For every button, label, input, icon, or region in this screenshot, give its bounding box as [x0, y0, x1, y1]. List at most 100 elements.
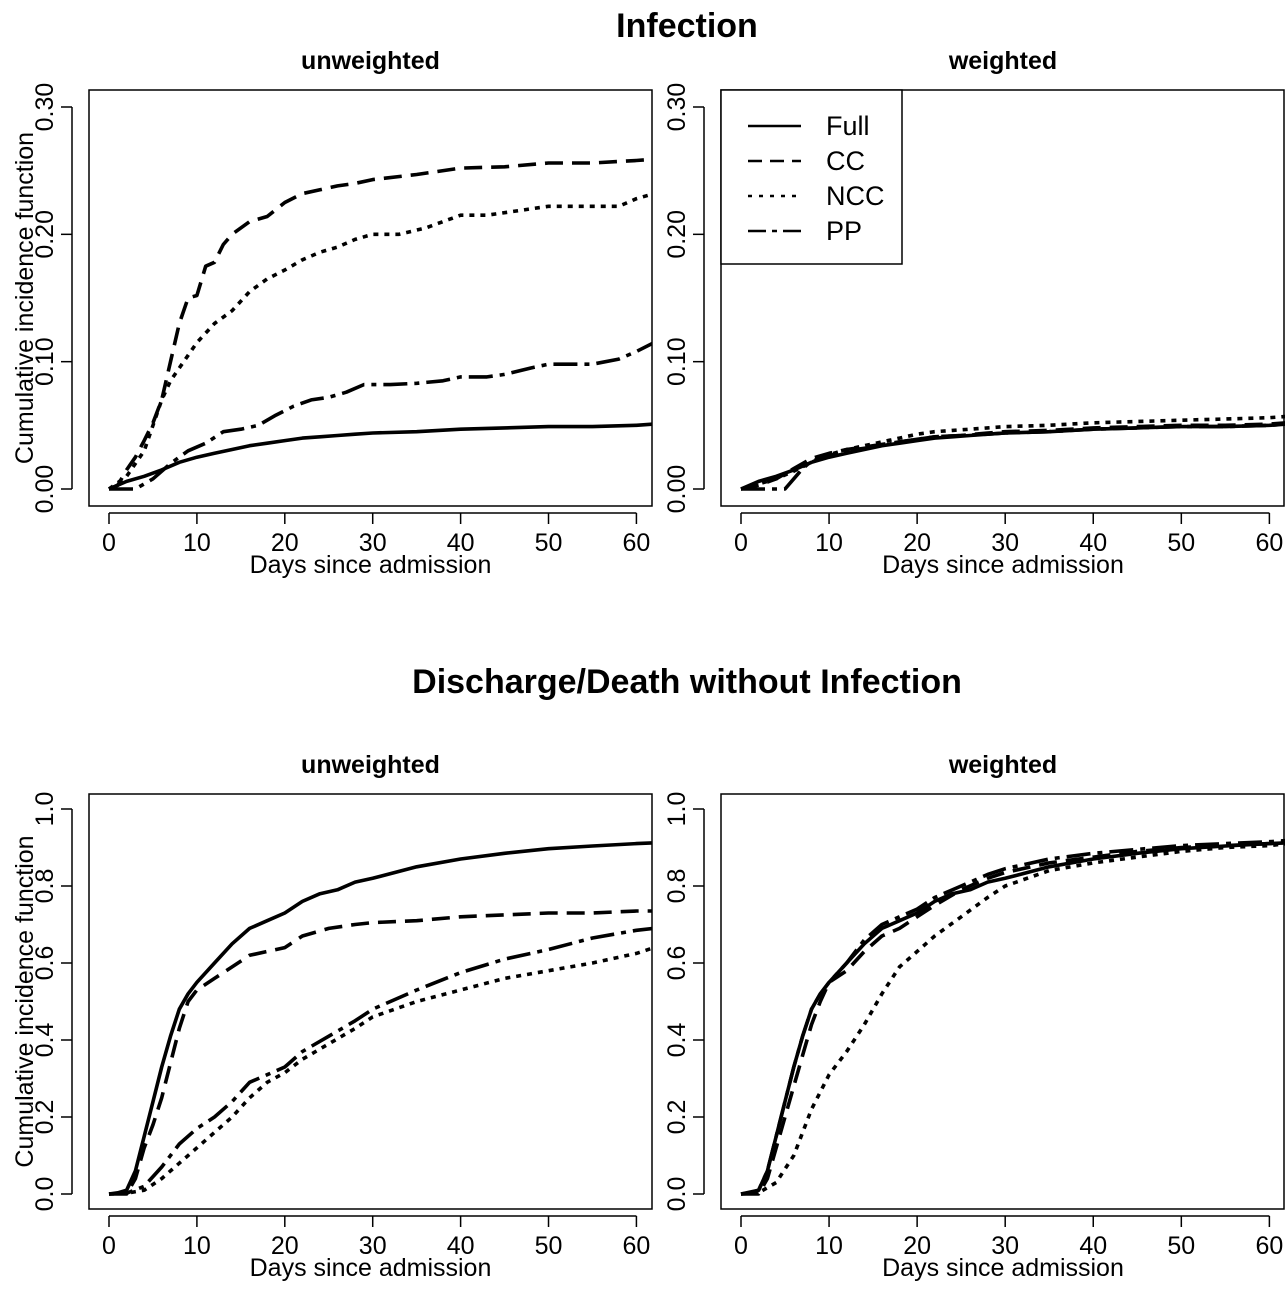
- chart-panel-3: unweighted 0 10 20 30 40 50 60 Days since admiss…: [11, 751, 653, 1282]
- y-tick-label: 0.10: [663, 337, 691, 386]
- x-tick-label: 30: [991, 529, 1019, 557]
- x-tick-label: 40: [447, 1232, 475, 1260]
- y-tick-label: 0.8: [31, 869, 59, 904]
- y-tick-label: 0.2: [663, 1100, 691, 1135]
- y-axis: 0.0 0.2 0.4 0.6 0.8 1.0: [663, 792, 705, 1212]
- x-axis-label: Days since admission: [882, 1254, 1124, 1282]
- series-line-full: [108, 841, 652, 1196]
- x-tick-label: 50: [1167, 529, 1195, 557]
- x-tick-label: 0: [734, 1232, 748, 1260]
- y-tick-label: 0.30: [663, 83, 691, 132]
- series-line-pp: [741, 422, 1285, 491]
- panel-title: weighted: [948, 47, 1057, 75]
- x-tick-label: 50: [1167, 1232, 1195, 1260]
- chart-panel-1: unweighted 0 10 20 30 40 50 60 Days since admiss…: [11, 47, 653, 579]
- panel-title: unweighted: [301, 751, 440, 779]
- legend: Full CC NCC PP: [720, 89, 903, 265]
- x-tick-label: 10: [815, 529, 843, 557]
- x-tick-label: 20: [903, 1232, 931, 1260]
- series-group: [107, 157, 652, 491]
- series-line-cc: [108, 157, 652, 491]
- x-tick-label: 20: [271, 529, 299, 557]
- x-tick-label: 60: [1255, 529, 1283, 557]
- x-tick-label: 0: [102, 529, 116, 557]
- series-line-ncc: [107, 192, 652, 491]
- y-tick-label: 0.30: [31, 83, 59, 132]
- y-tick-label: 0.8: [663, 869, 691, 904]
- legend-label-cc: CC: [826, 146, 865, 176]
- plot-frame: [720, 793, 1285, 1210]
- x-tick-label: 0: [102, 1232, 116, 1260]
- series-line-full: [108, 422, 652, 491]
- x-tick-label: 50: [535, 1232, 563, 1260]
- series-group: [108, 841, 652, 1196]
- figure-title-infection: Infection: [616, 7, 758, 45]
- y-tick-label: 0.20: [663, 210, 691, 259]
- y-tick-label: 0.6: [663, 946, 691, 981]
- panel-title: unweighted: [301, 47, 440, 75]
- legend-box: [720, 89, 903, 265]
- plot-frame: [720, 89, 1285, 507]
- y-tick-label: 0.0: [31, 1177, 59, 1212]
- series-line-ncc: [740, 842, 1285, 1196]
- x-axis: 0 10 20 30 40 50 60 Days since admission: [102, 1215, 651, 1282]
- legend-label-ncc: NCC: [826, 181, 885, 211]
- x-tick-label: 50: [535, 529, 563, 557]
- x-tick-label: 60: [1255, 1232, 1283, 1260]
- plot-frame: [88, 89, 653, 507]
- x-tick-label: 10: [183, 1232, 211, 1260]
- series-line-pp: [109, 341, 652, 491]
- x-tick-label: 10: [183, 529, 211, 557]
- x-axis: 0 10 20 30 40 50 60 Days since admission: [102, 512, 651, 579]
- series-line-cc: [109, 909, 652, 1196]
- panel-title: weighted: [948, 751, 1057, 779]
- y-axis: 0.00 0.10 0.20 0.30: [663, 83, 705, 514]
- series-line-pp: [108, 926, 652, 1196]
- series-line-pp: [740, 838, 1285, 1196]
- y-axis-label: Cumulative incidence function: [11, 132, 39, 464]
- x-tick-label: 40: [447, 529, 475, 557]
- x-tick-label: 60: [623, 1232, 651, 1260]
- x-tick-label: 0: [734, 529, 748, 557]
- y-axis-label: Cumulative incidence function: [11, 835, 39, 1167]
- y-axis: 0.0 0.2 0.4 0.6 0.8 1.0 Cumulative incidence f…: [11, 792, 73, 1212]
- legend-label-full: Full: [826, 111, 870, 141]
- x-tick-label: 30: [359, 1232, 387, 1260]
- y-tick-label: 0.10: [31, 337, 59, 386]
- y-tick-label: 0.00: [663, 465, 691, 514]
- x-axis-label: Days since admission: [250, 1254, 492, 1282]
- x-axis: 0 10 20 30 40 50 60 Days since admission: [734, 1215, 1283, 1282]
- legend-label-pp: PP: [826, 216, 862, 246]
- x-tick-label: 60: [623, 529, 651, 557]
- x-axis-label: Days since admission: [882, 551, 1124, 579]
- x-tick-label: 40: [1079, 529, 1107, 557]
- y-tick-label: 0.4: [663, 1023, 691, 1058]
- x-axis-label: Days since admission: [250, 551, 492, 579]
- plot-frame: [88, 793, 653, 1210]
- series-line-cc: [741, 840, 1285, 1196]
- x-tick-label: 30: [991, 1232, 1019, 1260]
- series-line-ncc: [108, 946, 652, 1196]
- x-tick-label: 10: [815, 1232, 843, 1260]
- series-group: [740, 838, 1285, 1196]
- y-tick-label: 1.0: [31, 792, 59, 827]
- y-tick-label: 0.6: [31, 946, 59, 981]
- y-tick-label: 0.4: [31, 1023, 59, 1058]
- chart-panel-2: weighted 0 10 20 30 40 50 60 Days since admissio…: [663, 47, 1285, 579]
- series-group: [740, 414, 1285, 491]
- x-axis: 0 10 20 30 40 50 60 Days since admission: [734, 512, 1283, 579]
- series-line-full: [740, 841, 1285, 1196]
- x-tick-label: 20: [271, 1232, 299, 1260]
- figure-title-discharge-death: Discharge/Death without Infection: [412, 663, 962, 701]
- x-tick-label: 40: [1079, 1232, 1107, 1260]
- x-tick-label: 30: [359, 529, 387, 557]
- y-tick-label: 0.0: [663, 1177, 691, 1212]
- y-tick-label: 1.0: [663, 792, 691, 827]
- y-tick-label: 0.00: [31, 465, 59, 514]
- y-tick-label: 0.2: [31, 1100, 59, 1135]
- y-tick-label: 0.20: [31, 210, 59, 259]
- chart-panel-4: weighted 0 10 20 30 40 50 60 Days since admissio…: [663, 751, 1285, 1282]
